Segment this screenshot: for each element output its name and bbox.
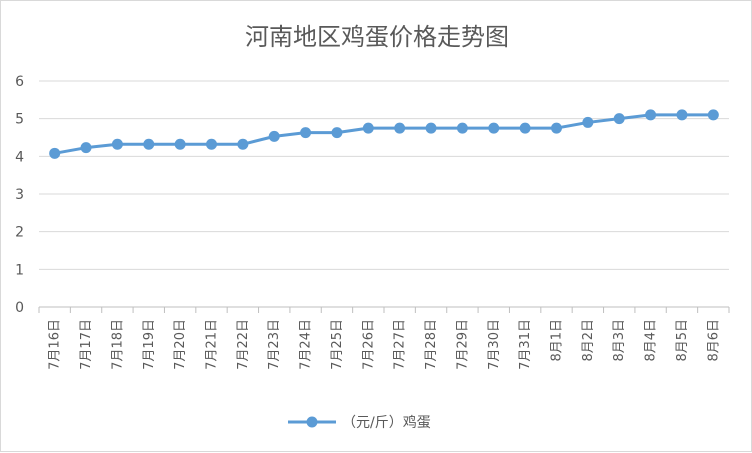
- data-point: [174, 138, 186, 150]
- y-tick-label: 3: [15, 187, 24, 203]
- data-point: [488, 122, 500, 134]
- data-point: [111, 138, 123, 150]
- x-tick-label: 8月3日: [612, 319, 627, 362]
- x-tick-label: 7月23日: [267, 319, 282, 370]
- x-tick-label: 7月22日: [236, 319, 251, 370]
- data-point: [394, 122, 406, 134]
- data-point: [645, 109, 657, 121]
- series-layer: [49, 109, 719, 159]
- x-tick-label: 7月29日: [455, 319, 470, 370]
- data-point: [300, 127, 312, 139]
- data-point: [582, 116, 594, 128]
- y-tick-label: 0: [15, 300, 24, 316]
- y-tick-label: 6: [15, 74, 24, 90]
- data-point: [456, 122, 468, 134]
- data-point: [331, 127, 343, 139]
- x-tick-label: 7月26日: [361, 319, 376, 370]
- x-tick-label: 7月31日: [518, 319, 533, 370]
- x-tick-label: 7月18日: [110, 319, 125, 370]
- x-tick-label: 7月28日: [424, 319, 439, 370]
- data-point: [268, 130, 280, 142]
- x-tick-label: 7月20日: [173, 319, 188, 370]
- x-axis-ticks: 7月16日 7月17日 7月18日 7月19日 7月20日 7月21日 7月22日 7月23日…: [48, 319, 722, 370]
- data-point: [707, 109, 719, 121]
- y-axis-ticks: 0 1 2 3 4 5 6: [15, 74, 24, 316]
- x-tick-label: 7月30日: [487, 319, 502, 370]
- data-point: [551, 122, 562, 134]
- grid-layer: [38, 80, 730, 313]
- legend: （元/斤）鸡蛋: [288, 414, 431, 431]
- x-tick-label: 7月16日: [48, 319, 63, 370]
- y-tick-label: 5: [15, 112, 24, 128]
- y-tick-label: 1: [15, 262, 24, 278]
- x-tick-label: 7月19日: [142, 319, 157, 370]
- data-point: [80, 142, 92, 154]
- y-tick-label: 4: [15, 149, 24, 165]
- data-point: [206, 138, 217, 150]
- x-tick-label: 7月24日: [299, 319, 314, 370]
- legend-marker: [306, 416, 318, 428]
- x-tick-label: 7月27日: [393, 319, 408, 370]
- x-tick-label: 7月25日: [330, 319, 345, 370]
- y-tick-label: 2: [15, 225, 24, 241]
- x-tick-label: 8月2日: [581, 319, 596, 362]
- data-point: [143, 138, 155, 150]
- data-point: [425, 122, 437, 134]
- x-tick-label: 8月1日: [550, 319, 565, 362]
- data-point: [676, 109, 688, 121]
- x-tick-label: 8月6日: [706, 319, 721, 362]
- series-line: [54, 113, 714, 155]
- x-tick-label: 8月5日: [675, 319, 690, 362]
- data-point: [613, 113, 625, 125]
- data-point: [237, 138, 249, 150]
- chart-title: 河南地区鸡蛋价格走势图: [245, 23, 509, 51]
- x-tick-label: 7月21日: [205, 319, 220, 370]
- data-point: [49, 147, 61, 159]
- data-point: [362, 122, 374, 134]
- data-point: [519, 122, 531, 134]
- x-tick-label: 8月4日: [644, 319, 659, 362]
- x-tick-label: 7月17日: [79, 319, 94, 370]
- legend-label: （元/斤）鸡蛋: [342, 414, 431, 431]
